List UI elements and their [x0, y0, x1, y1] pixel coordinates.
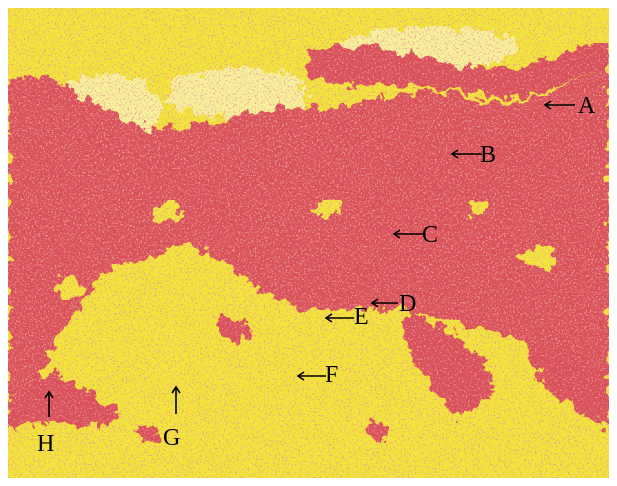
- micrograph-figure: A B C D E F G H: [8, 8, 609, 478]
- label-a: A: [578, 93, 596, 119]
- label-c: C: [422, 222, 439, 248]
- label-f: F: [325, 362, 339, 388]
- label-g: G: [163, 425, 181, 451]
- label-d: D: [399, 291, 417, 317]
- label-h: H: [37, 431, 55, 457]
- stain-texture: [8, 8, 609, 478]
- label-b: B: [480, 142, 497, 168]
- label-e: E: [354, 304, 369, 330]
